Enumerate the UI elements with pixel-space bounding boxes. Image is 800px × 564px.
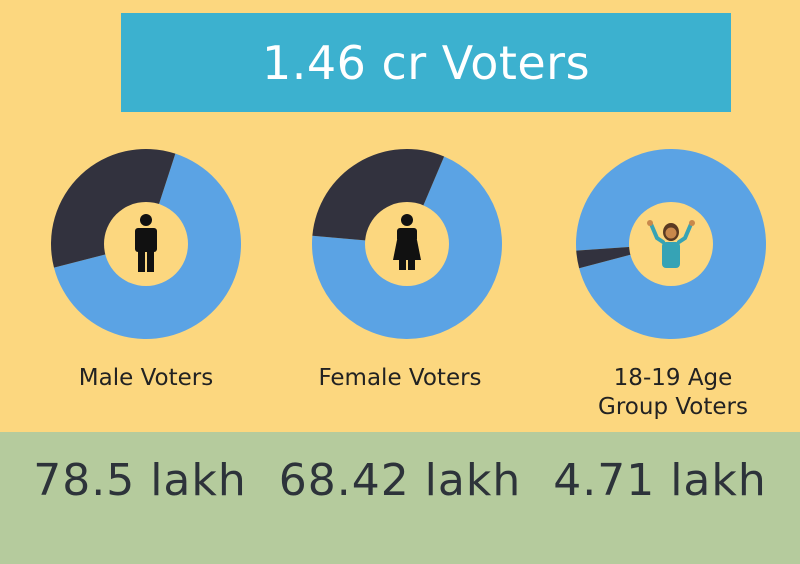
female-person-icon <box>393 214 421 270</box>
cheering-person-icon <box>647 220 695 268</box>
female-voters-label: Female Voters <box>318 365 482 391</box>
female-voters-donut <box>312 149 502 339</box>
lower-panel <box>0 432 800 564</box>
female-voters-count: 68.42 lakh <box>278 455 522 506</box>
male-voters-count: 78.5 lakh <box>33 455 247 506</box>
headline-title: 1.46 cr Voters <box>261 35 591 90</box>
young-voters-count: 4.71 lakh <box>553 455 767 506</box>
male-person-icon <box>135 214 157 272</box>
young-voters-label: 18-19 Age Group Voters <box>598 365 748 420</box>
male-voters-donut <box>51 149 241 339</box>
male-voters-label: Male Voters <box>78 365 214 391</box>
headline-banner: 1.46 cr Voters <box>121 13 731 112</box>
young-voters-donut <box>576 149 766 340</box>
